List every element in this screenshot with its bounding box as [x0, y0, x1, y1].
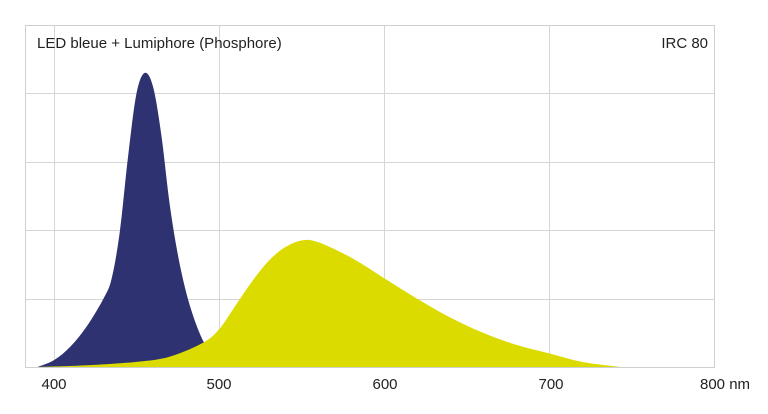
spectrum-areas — [37, 72, 624, 368]
phosphor-area — [37, 239, 624, 367]
x-tick-700: 700 — [538, 376, 564, 393]
x-tick-600: 600 — [372, 376, 398, 393]
cri-badge: IRC 80 — [661, 35, 708, 52]
x-tick-500: 500 — [206, 376, 232, 393]
x-tick-400: 400 — [41, 376, 67, 393]
x-tick-800-nm: 800 nm — [700, 376, 751, 393]
chart-title: LED bleue + Lumiphore (Phosphore) — [37, 35, 282, 52]
plot-frame — [25, 25, 715, 368]
blue-led-area — [37, 72, 219, 368]
